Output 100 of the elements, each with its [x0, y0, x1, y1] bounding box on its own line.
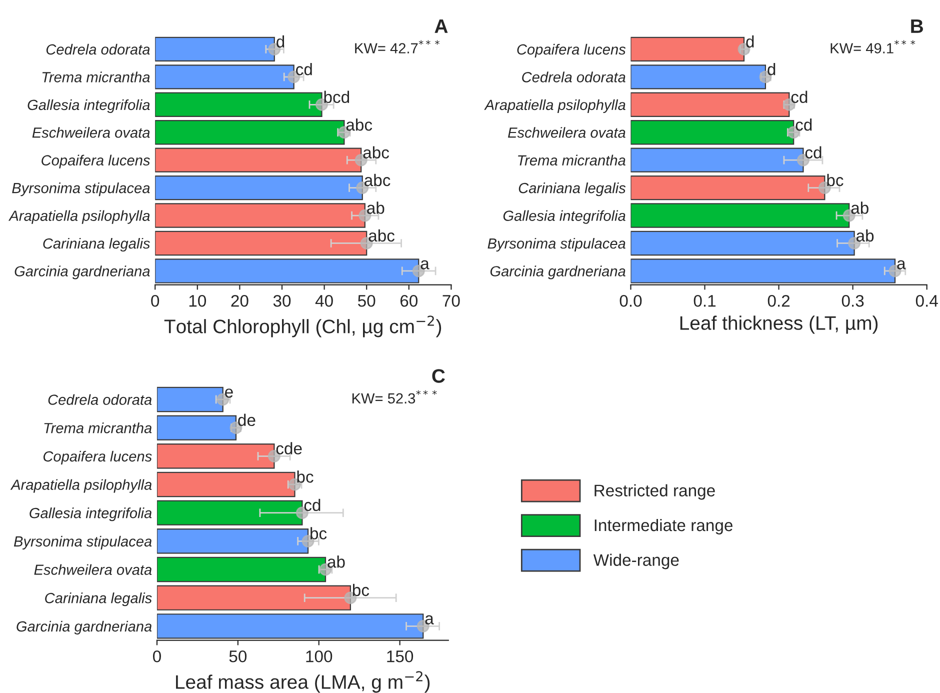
y-tick-label: Garcinia gardneriana [14, 266, 150, 280]
bar [156, 556, 326, 582]
y-tick-label: Byrsonima stipulacea [14, 536, 152, 550]
data-label: d [276, 35, 284, 48]
data-label: abc [363, 146, 390, 158]
data-label: cd [296, 63, 312, 76]
y-tick-label: Cedrela odorata [48, 394, 152, 405]
y-tick-label: Cariniana legalis [518, 182, 626, 196]
data-label: bc [352, 584, 370, 596]
data-label: ab [328, 555, 345, 568]
y-tick-label: Cariniana legalis [43, 238, 150, 252]
x-tick-label: 0.1 [694, 294, 716, 307]
x-tick-label: 100 [306, 650, 332, 662]
x-axis-title: Leaf thickness (LT, µm) [680, 316, 878, 334]
x-tick-label: 10 [189, 294, 206, 307]
x-axis-title: Leaf mass area (LMA, g m$^{−2}$) [176, 671, 430, 693]
y-tick-label: Copaifera lucens [517, 44, 626, 58]
bar [156, 500, 303, 526]
data-label: a [420, 260, 430, 270]
annotation: KW= 49.1$^{***}$ [830, 40, 916, 54]
y-tick-label: Arapatiella psilophylla [8, 210, 150, 224]
y-tick-label: Cedrela odorata [46, 44, 150, 55]
bar [156, 528, 309, 554]
y-tick-label: Byrsonima stipulacea [488, 238, 626, 252]
annotation: KW= 52.3$^{***}$ [352, 390, 437, 404]
y-tick-label: Byrsonima stipulacea [12, 182, 150, 196]
bar [630, 148, 804, 172]
x-axis-title: Total Chlorophyll (Chl, µg cm$^{−2}$) [164, 316, 442, 338]
text: B [911, 20, 923, 33]
data-label: cde [276, 442, 302, 454]
data-label: d [746, 35, 754, 48]
y-tick-label: Trema micrantha [518, 154, 626, 166]
legend-label: Wide-range [593, 554, 679, 570]
x-tick-label: 60 [400, 294, 418, 307]
data-label: cd [791, 90, 808, 104]
data-label: a [897, 260, 906, 270]
y-tick-label: Cariniana legalis [45, 592, 152, 606]
bar [156, 472, 296, 498]
data-label: cd [796, 118, 812, 131]
bar [155, 203, 366, 228]
bar [630, 175, 826, 200]
data-label: de [238, 414, 256, 426]
data-label: abc [346, 118, 372, 131]
bar [630, 36, 745, 62]
data-label: cd [304, 498, 320, 512]
y-tick-label: Garcinia gardneriana [16, 620, 152, 634]
x-tick-label: 50 [229, 650, 247, 662]
bar [630, 203, 850, 228]
legend-label: Intermediate range [594, 518, 732, 534]
bar [630, 258, 896, 284]
x-tick-label: 0 [151, 294, 160, 307]
legend-label: Restricted range [594, 484, 715, 500]
bar [156, 614, 424, 639]
bar [155, 230, 368, 256]
data-label: bcd [324, 90, 350, 104]
data-label: cd [805, 146, 822, 158]
y-tick-label: Garcinia gardneriana [490, 266, 626, 280]
bar [155, 92, 322, 117]
bar [156, 444, 275, 469]
x-tick-label: 20 [231, 294, 248, 307]
bar [156, 386, 224, 412]
bar [155, 148, 362, 172]
data-label: ab [851, 202, 868, 214]
x-tick-label: 0 [152, 650, 161, 662]
x-tick-label: 30 [273, 294, 291, 307]
bar [155, 175, 363, 200]
y-tick-label: Trema micrantha [44, 422, 152, 434]
data-label: bc [297, 470, 314, 483]
bar [630, 92, 790, 117]
y-tick-label: Eschweilera ovata [34, 564, 152, 575]
data-label: ab [856, 229, 874, 242]
y-tick-label: Gallesia integrifolia [30, 508, 152, 522]
bar [155, 258, 420, 284]
y-tick-label: Arapatiella psilophylla [484, 99, 626, 113]
y-tick-label: Eschweilera ovata [508, 127, 626, 138]
data-label: d [768, 63, 776, 76]
bar [155, 64, 294, 90]
x-tick-label: 0.0 [620, 294, 642, 307]
y-tick-label: Trema micrantha [42, 72, 150, 82]
x-tick-label: 40 [315, 294, 333, 307]
x-tick-label: 0.2 [768, 294, 790, 307]
text: A [434, 20, 448, 33]
text: C [432, 369, 445, 383]
y-tick-label: Cedrela odorata [522, 72, 626, 82]
data-label: e [225, 388, 233, 398]
data-label: a [425, 615, 434, 624]
y-tick-label: Gallesia integrifolia [28, 99, 150, 113]
x-tick-label: 0.3 [842, 294, 864, 307]
bar [155, 36, 275, 62]
x-tick-label: 70 [442, 294, 460, 307]
y-tick-label: Arapatiella psilophylla [10, 479, 152, 493]
bar [155, 120, 345, 145]
bar [630, 230, 855, 256]
data-label: bc [827, 174, 844, 186]
x-tick-label: 0.4 [916, 294, 938, 307]
x-tick-label: 50 [358, 294, 376, 307]
y-tick-label: Copaifera lucens [42, 154, 150, 168]
bar [156, 585, 351, 610]
data-label: abc [368, 229, 395, 242]
bar [630, 120, 794, 145]
